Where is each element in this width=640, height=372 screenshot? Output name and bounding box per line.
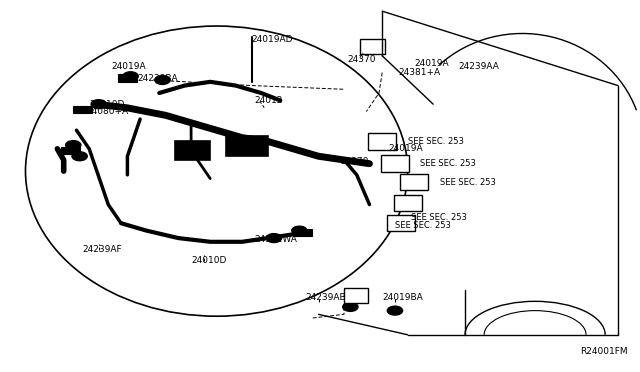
Circle shape	[123, 72, 138, 81]
Text: 24239AB: 24239AB	[306, 293, 346, 302]
Bar	[368, 133, 396, 150]
Bar	[381, 155, 409, 172]
Circle shape	[342, 302, 358, 311]
Bar	[360, 39, 385, 54]
Text: 24019BA: 24019BA	[382, 293, 423, 302]
Text: SEE SEC. 253: SEE SEC. 253	[408, 137, 463, 146]
Bar	[400, 174, 428, 190]
Text: 24239AF: 24239AF	[83, 245, 122, 254]
Text: 24012: 24012	[255, 96, 283, 105]
Bar	[387, 215, 415, 231]
Bar	[73, 106, 92, 113]
Circle shape	[387, 306, 403, 315]
Text: SEE SEC. 253: SEE SEC. 253	[395, 221, 451, 230]
Text: 24270: 24270	[341, 157, 369, 166]
Text: SEE SEC. 253: SEE SEC. 253	[411, 213, 467, 222]
Bar	[175, 141, 210, 160]
Text: 24010D: 24010D	[191, 256, 227, 265]
Circle shape	[91, 100, 106, 109]
Text: 24239BA: 24239BA	[137, 74, 177, 83]
Text: 24080+A: 24080+A	[86, 107, 128, 116]
Bar	[394, 195, 422, 211]
Text: 24239AA: 24239AA	[459, 62, 500, 71]
Bar	[226, 136, 268, 156]
Text: SEE SEC. 253: SEE SEC. 253	[420, 159, 476, 168]
Text: 24381+A: 24381+A	[398, 68, 440, 77]
Text: 24019A: 24019A	[388, 144, 423, 153]
Circle shape	[66, 141, 81, 150]
Text: R24001FM: R24001FM	[580, 347, 627, 356]
Text: SEE SEC. 253: SEE SEC. 253	[440, 178, 495, 187]
Bar	[344, 288, 368, 303]
Text: 24019AD: 24019AD	[252, 35, 293, 44]
Circle shape	[292, 226, 307, 235]
Bar	[118, 74, 137, 82]
Text: 24370: 24370	[347, 55, 376, 64]
Text: 24382WA: 24382WA	[255, 235, 298, 244]
Text: 24019A: 24019A	[111, 62, 146, 71]
Circle shape	[266, 234, 282, 243]
Text: 24010D: 24010D	[89, 100, 125, 109]
Text: 24019A: 24019A	[414, 59, 449, 68]
Bar	[61, 147, 79, 154]
Circle shape	[72, 152, 87, 161]
Bar	[293, 229, 312, 236]
Circle shape	[155, 76, 170, 84]
